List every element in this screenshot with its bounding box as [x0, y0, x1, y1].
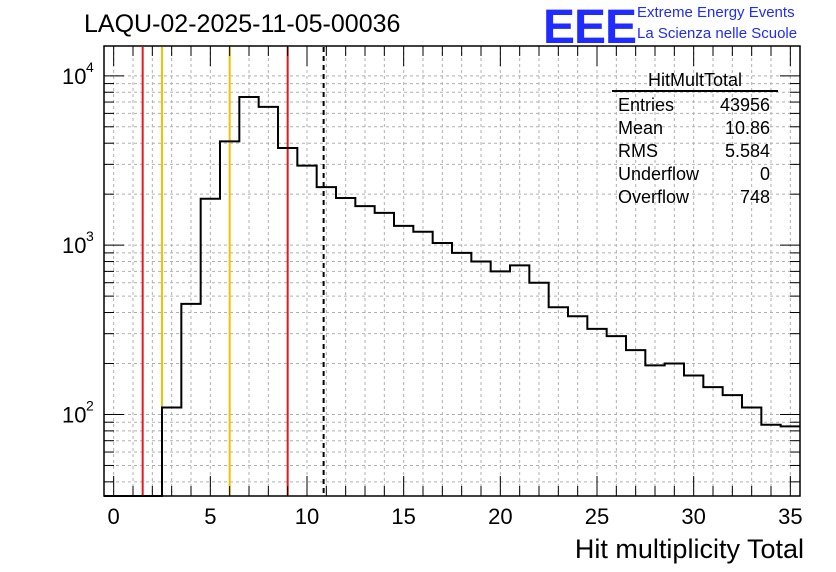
axis-ticks — [104, 46, 800, 496]
y-tick-label: 10 — [62, 402, 86, 427]
stats-label: RMS — [618, 141, 658, 161]
stats-label: Entries — [618, 95, 675, 115]
x-tick-label: 5 — [204, 504, 216, 529]
stats-row: RMS 5.584 — [612, 140, 778, 163]
logo-line-2: La Scienza nelle Scuole — [637, 25, 798, 42]
eee-logo: EEE — [543, 1, 637, 54]
y-tick-label: 10 — [62, 64, 86, 89]
x-axis-title: Hit multiplicity Total — [574, 534, 804, 564]
chart-title: LAQU-02-2025-11-05-00036 — [84, 10, 401, 38]
stats-value: 5.584 — [724, 141, 770, 161]
stats-label: Overflow — [618, 187, 690, 207]
logo-line-1: Extreme Energy Events — [637, 4, 795, 21]
stats-name: HitMultTotal — [612, 70, 778, 92]
stats-row: Mean 10.86 — [612, 117, 778, 140]
y-tick-label-exponent: 3 — [86, 228, 94, 244]
y-tick-label: 10 — [62, 233, 86, 258]
x-tick-label: 15 — [391, 504, 415, 529]
y-tick-label-exponent: 4 — [86, 59, 94, 75]
stats-box: HitMultTotal Entries 43956 Mean 10.86 RMS 5… — [612, 70, 778, 209]
x-tick-label: 30 — [681, 504, 705, 529]
x-tick-label: 0 — [108, 504, 120, 529]
stats-row: Underflow 0 — [612, 163, 778, 186]
stats-row: Entries 43956 — [612, 94, 778, 117]
histogram-series — [104, 95, 800, 497]
histogram-line — [104, 95, 800, 497]
stats-value: 748 — [739, 187, 770, 207]
stats-label: Underflow — [618, 164, 700, 184]
stats-value: 10.86 — [724, 118, 770, 138]
x-tick-label: 25 — [585, 504, 609, 529]
stats-label: Mean — [618, 118, 664, 138]
x-tick-label: 35 — [778, 504, 802, 529]
stats-value: 0 — [759, 164, 770, 184]
x-tick-label: 20 — [488, 504, 512, 529]
y-tick-label-exponent: 2 — [86, 397, 94, 413]
stats-value: 43956 — [719, 95, 770, 115]
stats-row: Overflow 748 — [612, 186, 778, 209]
x-tick-label: 10 — [295, 504, 319, 529]
